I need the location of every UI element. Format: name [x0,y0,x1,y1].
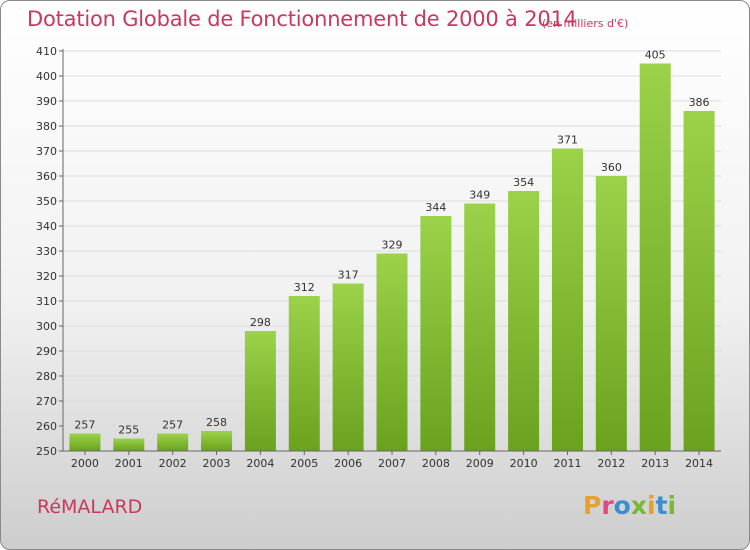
bars [69,63,715,451]
bar [157,433,189,451]
proxiti-logo: Proxiti [583,491,676,520]
bar-value-label: 405 [645,49,666,62]
data-labels: 257 255 257 258 298 312 317 329 344 349 354 371 360 4… [74,49,709,437]
bar-value-label: 257 [74,419,95,432]
bar [683,111,715,451]
y-tick-label: 400 [36,70,57,83]
logo-letter: t [655,491,668,520]
x-axis-ticks: 2000 2001 2002 2003 2004 2005 2006 2007 2008 2009… [71,451,713,470]
chart-subtitle: (en milliers d'€) [542,17,629,30]
y-tick-label: 310 [36,295,57,308]
x-tick-label: 2010 [510,457,538,470]
x-tick-label: 2008 [422,457,450,470]
bar-value-label: 255 [118,424,139,437]
logo-letter: P [583,491,602,520]
bar [376,253,408,451]
y-tick-label: 340 [36,220,57,233]
x-tick-label: 2011 [553,457,581,470]
bar [332,283,364,451]
bar [113,438,145,451]
bar-value-label: 386 [689,96,710,109]
y-tick-label: 370 [36,145,57,158]
y-tick-label: 270 [36,395,57,408]
x-tick-label: 2012 [597,457,625,470]
bar-value-label: 371 [557,134,578,147]
bar-value-label: 257 [162,419,183,432]
x-tick-label: 2003 [203,457,231,470]
bar-value-label: 344 [425,201,446,214]
x-tick-label: 2000 [71,457,99,470]
bar-value-label: 317 [338,269,359,282]
x-tick-label: 2004 [246,457,274,470]
bar-value-label: 312 [294,281,315,294]
y-tick-label: 390 [36,95,57,108]
y-tick-label: 410 [36,45,57,58]
logo-letter: r [601,491,614,520]
logo-letter: i [667,491,677,520]
y-axis-ticks: 250 260 270 280 290 300 310 320 330 340 350 360 370 3… [36,45,63,458]
y-tick-label: 320 [36,270,57,283]
bar-value-label: 329 [382,239,403,252]
y-tick-label: 300 [36,320,57,333]
x-tick-label: 2007 [378,457,406,470]
y-tick-label: 250 [36,445,57,458]
bar-value-label: 354 [513,176,534,189]
x-tick-label: 2006 [334,457,362,470]
axes [62,49,721,452]
bar [508,191,540,451]
y-tick-label: 360 [36,170,57,183]
x-tick-label: 2002 [159,457,187,470]
y-tick-label: 280 [36,370,57,383]
x-tick-label: 2013 [641,457,669,470]
bar-value-label: 258 [206,416,227,429]
y-tick-label: 350 [36,195,57,208]
y-tick-label: 290 [36,345,57,358]
x-tick-label: 2001 [115,457,143,470]
y-tick-label: 330 [36,245,57,258]
y-tick-label: 380 [36,120,57,133]
bar [551,148,583,451]
bar [201,431,233,451]
bar [69,433,101,451]
x-tick-label: 2009 [466,457,494,470]
bar [464,203,496,451]
bar [420,216,452,451]
x-tick-label: 2014 [685,457,713,470]
bar [595,176,627,451]
bar [639,63,671,451]
bar [288,296,320,451]
commune-name: RéMALARD [37,496,143,518]
bar [244,331,276,451]
bar-value-label: 360 [601,161,622,174]
logo-letter: x [630,491,647,520]
logo-letter: i [647,491,656,520]
chart-title: Dotation Globale de Fonctionnement de 20… [27,7,577,31]
logo-letter: o [613,491,631,520]
y-tick-label: 260 [36,420,57,433]
bar-value-label: 349 [469,189,490,202]
x-tick-label: 2005 [290,457,318,470]
bar-value-label: 298 [250,316,271,329]
